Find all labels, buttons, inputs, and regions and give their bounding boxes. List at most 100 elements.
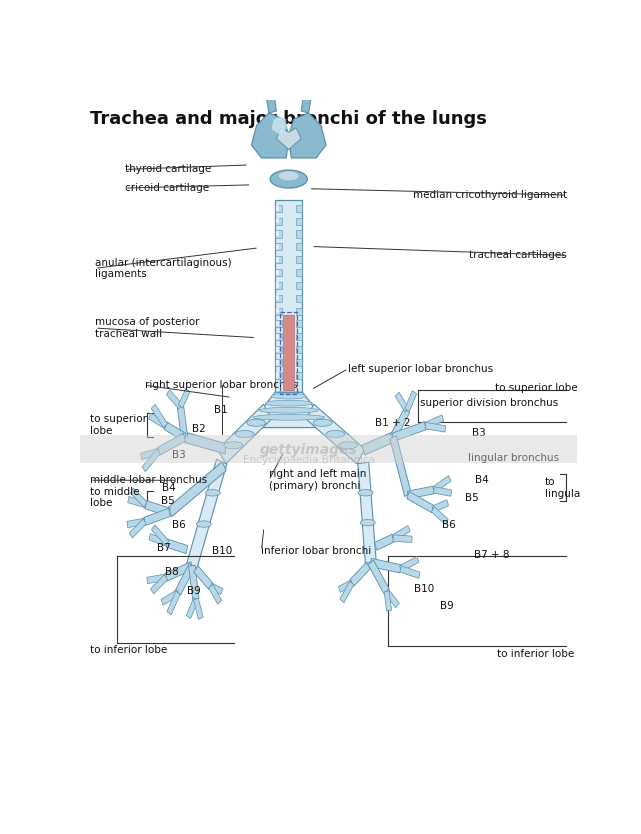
Polygon shape bbox=[296, 256, 303, 264]
Text: B9: B9 bbox=[440, 601, 454, 611]
Polygon shape bbox=[275, 230, 282, 238]
Polygon shape bbox=[276, 231, 279, 236]
Polygon shape bbox=[395, 392, 409, 412]
Polygon shape bbox=[296, 205, 303, 212]
Polygon shape bbox=[275, 308, 282, 314]
Text: B7 + 8: B7 + 8 bbox=[474, 550, 509, 560]
Polygon shape bbox=[145, 500, 171, 516]
Polygon shape bbox=[306, 404, 365, 464]
Polygon shape bbox=[296, 359, 303, 366]
Polygon shape bbox=[275, 199, 303, 392]
Text: B6: B6 bbox=[172, 520, 186, 530]
Text: B5: B5 bbox=[161, 496, 174, 506]
Polygon shape bbox=[283, 315, 294, 390]
Polygon shape bbox=[275, 218, 282, 224]
Polygon shape bbox=[142, 449, 160, 472]
Text: B8: B8 bbox=[165, 567, 178, 577]
Text: median cricothyroid ligament: median cricothyroid ligament bbox=[413, 190, 567, 200]
Ellipse shape bbox=[326, 430, 345, 438]
Polygon shape bbox=[296, 320, 303, 328]
Text: B4: B4 bbox=[162, 483, 176, 493]
Polygon shape bbox=[194, 598, 203, 620]
Polygon shape bbox=[251, 113, 288, 158]
Polygon shape bbox=[210, 583, 222, 595]
Text: B7: B7 bbox=[157, 543, 171, 553]
Polygon shape bbox=[271, 116, 287, 134]
Polygon shape bbox=[393, 535, 412, 543]
Text: to superior lobe: to superior lobe bbox=[495, 383, 578, 393]
Polygon shape bbox=[424, 415, 444, 429]
Text: B10: B10 bbox=[212, 546, 232, 556]
Polygon shape bbox=[166, 539, 188, 554]
Polygon shape bbox=[296, 372, 303, 379]
Polygon shape bbox=[275, 205, 282, 212]
Ellipse shape bbox=[270, 170, 308, 188]
Polygon shape bbox=[167, 389, 182, 409]
Polygon shape bbox=[368, 560, 389, 594]
Ellipse shape bbox=[224, 442, 243, 449]
Polygon shape bbox=[80, 435, 577, 463]
Text: to inferior lobe: to inferior lobe bbox=[90, 646, 167, 656]
Polygon shape bbox=[178, 405, 188, 438]
Polygon shape bbox=[188, 565, 199, 600]
Polygon shape bbox=[175, 563, 195, 595]
Text: B1 + 2: B1 + 2 bbox=[375, 418, 410, 428]
Text: B10: B10 bbox=[414, 585, 434, 595]
Polygon shape bbox=[296, 269, 303, 276]
Text: to superior
lobe: to superior lobe bbox=[90, 414, 147, 436]
Text: anular (intercartilaginous)
ligaments: anular (intercartilaginous) ligaments bbox=[95, 258, 231, 279]
Polygon shape bbox=[130, 488, 147, 507]
Text: to
lingula: to lingula bbox=[545, 477, 580, 499]
Ellipse shape bbox=[235, 430, 254, 438]
Polygon shape bbox=[151, 575, 167, 594]
Polygon shape bbox=[392, 525, 410, 541]
Polygon shape bbox=[276, 347, 279, 352]
Polygon shape bbox=[276, 295, 279, 300]
Polygon shape bbox=[276, 219, 279, 224]
Polygon shape bbox=[296, 294, 303, 302]
Polygon shape bbox=[127, 518, 145, 528]
Polygon shape bbox=[301, 93, 311, 113]
Text: cricoid cartilage: cricoid cartilage bbox=[125, 183, 209, 193]
Polygon shape bbox=[128, 496, 146, 508]
Polygon shape bbox=[187, 597, 198, 619]
Text: mucosa of posterior
tracheal wall: mucosa of posterior tracheal wall bbox=[95, 317, 199, 339]
Polygon shape bbox=[275, 256, 282, 264]
Polygon shape bbox=[399, 556, 419, 572]
Polygon shape bbox=[140, 448, 159, 460]
Text: right superior lobar bronchus: right superior lobar bronchus bbox=[145, 380, 297, 390]
Polygon shape bbox=[276, 334, 279, 339]
Text: right and left main
(primary) bronchi: right and left main (primary) bronchi bbox=[269, 470, 366, 491]
Polygon shape bbox=[433, 475, 451, 493]
Text: to inferior lobe: to inferior lobe bbox=[497, 649, 575, 659]
Polygon shape bbox=[275, 244, 282, 250]
Ellipse shape bbox=[358, 490, 373, 496]
Text: to middle
lobe: to middle lobe bbox=[90, 487, 140, 509]
Text: superior division bronchus: superior division bronchus bbox=[420, 398, 559, 408]
Polygon shape bbox=[275, 334, 282, 340]
Ellipse shape bbox=[338, 442, 358, 449]
Polygon shape bbox=[276, 321, 279, 326]
Text: gettyimages: gettyimages bbox=[260, 443, 358, 457]
Polygon shape bbox=[275, 359, 282, 366]
Ellipse shape bbox=[313, 420, 332, 426]
Polygon shape bbox=[187, 460, 227, 568]
Ellipse shape bbox=[259, 407, 319, 413]
Ellipse shape bbox=[265, 400, 312, 406]
Polygon shape bbox=[276, 372, 279, 378]
Polygon shape bbox=[384, 590, 392, 611]
Ellipse shape bbox=[360, 520, 375, 526]
Polygon shape bbox=[276, 283, 279, 288]
Text: thyroid cartilage: thyroid cartilage bbox=[125, 164, 211, 174]
Polygon shape bbox=[129, 519, 146, 538]
Polygon shape bbox=[165, 562, 193, 581]
Text: B3: B3 bbox=[472, 428, 485, 438]
Polygon shape bbox=[408, 486, 435, 499]
Text: Trachea and major bronchi of the lungs: Trachea and major bronchi of the lungs bbox=[90, 110, 487, 128]
Text: B6: B6 bbox=[442, 520, 456, 530]
Polygon shape bbox=[144, 509, 171, 525]
Text: B1: B1 bbox=[214, 404, 228, 414]
Ellipse shape bbox=[253, 414, 325, 420]
Polygon shape bbox=[390, 436, 412, 496]
Text: B3: B3 bbox=[172, 450, 186, 460]
